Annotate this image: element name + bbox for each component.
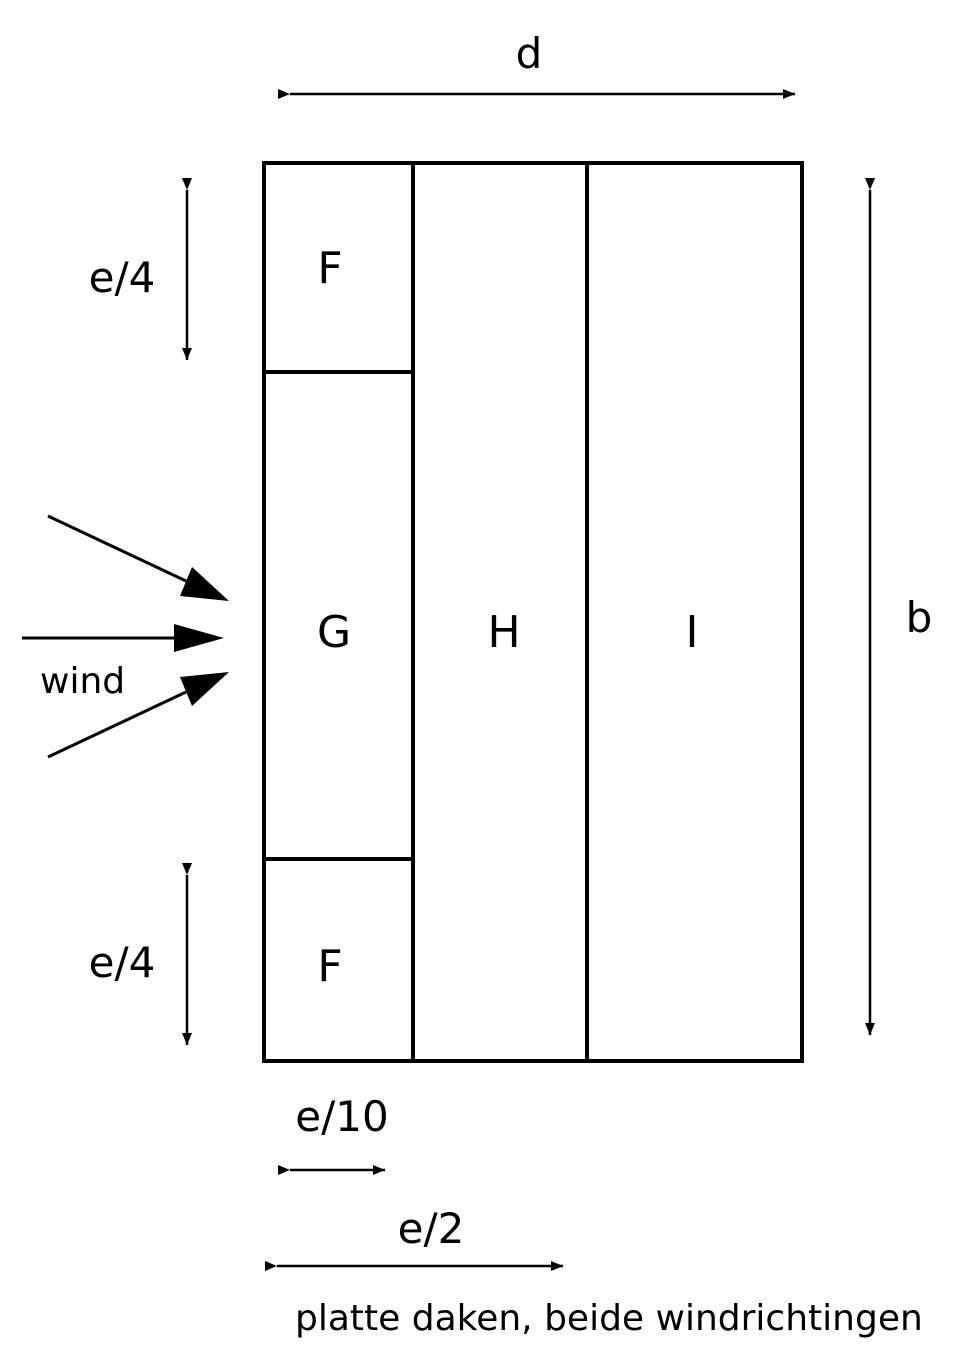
dimension-arrows [182, 89, 875, 1271]
dimension-label-d: d [516, 29, 543, 78]
zone-label-h: H [487, 607, 520, 658]
dimension-label-e4-bottom: e/4 [89, 938, 156, 987]
wind-label: wind [40, 661, 125, 702]
roof-outline [262, 161, 804, 1063]
wind-arrow-lower [47, 690, 187, 759]
dimension-label-e2: e/2 [398, 1204, 465, 1253]
caption: platte daken, beide windrichtingen [295, 1298, 923, 1339]
wind-arrowheads [174, 567, 229, 706]
zone-label-f-bottom: F [317, 941, 342, 992]
wind-arrowhead-upper [180, 567, 229, 601]
wind-arrowhead-middle [174, 624, 224, 652]
dimension-label-e4-top: e/4 [89, 253, 156, 302]
wind-arrows [22, 514, 187, 759]
zone-label-g: G [317, 607, 351, 658]
roof-rectangle [262, 161, 804, 1063]
zone-label-i: I [686, 607, 699, 658]
zone-label-f-top: F [317, 243, 342, 294]
wind-arrowhead-lower [180, 672, 229, 706]
dimension-label-b: b [906, 593, 933, 642]
dimension-label-e10: e/10 [295, 1092, 388, 1141]
wind-arrow-upper [47, 514, 187, 583]
